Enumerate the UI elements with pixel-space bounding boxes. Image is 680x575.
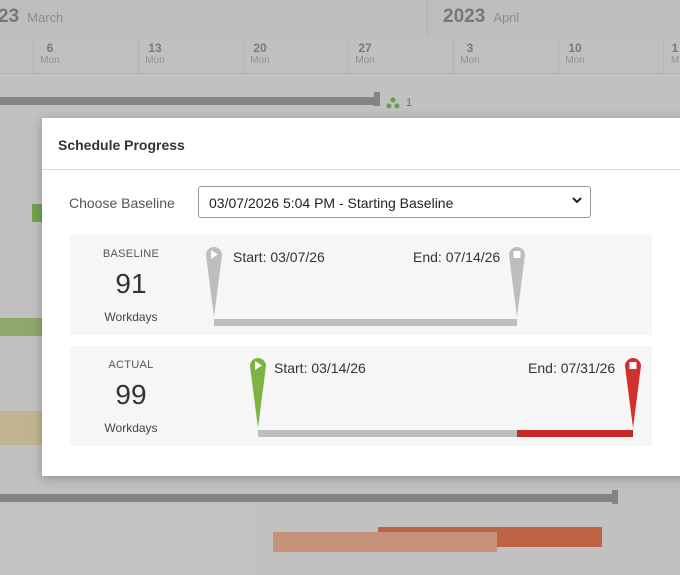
baseline-end-pin-icon [507, 245, 527, 321]
gantt-bar-end [612, 490, 618, 504]
baseline-workdays: 91 [115, 268, 147, 299]
modal-title: Schedule Progress [58, 137, 185, 153]
month-name: April [493, 10, 520, 25]
day-col: 10 Mon [565, 41, 585, 66]
baseline-title: BASELINE [102, 248, 160, 260]
month-name: March [27, 10, 64, 25]
chevron-down-icon [570, 193, 584, 207]
month-march: 23 March [0, 6, 63, 28]
gantt-bar[interactable] [0, 411, 44, 445]
actual-start-pin-icon [248, 356, 268, 432]
day-col: 6 Mon [40, 41, 60, 66]
baseline-select-value: 03/07/2026 5:04 PM - Starting Baseline [209, 195, 454, 211]
actual-title: ACTUAL [108, 359, 154, 371]
month-april: 2023 April [443, 6, 519, 28]
baseline-end-date: End: 07/14/26 [413, 249, 501, 265]
dependency-icon[interactable] [386, 96, 400, 109]
gantt-bar[interactable] [0, 494, 618, 502]
month-year: 23 [0, 6, 20, 27]
gantt-bar-end [374, 92, 380, 106]
actual-workdays: 99 [115, 379, 147, 410]
actual-workdays-unit: Workdays [104, 421, 158, 435]
divider [42, 169, 680, 170]
day-col: 20 Mon [250, 41, 270, 66]
baseline-select[interactable]: 03/07/2026 5:04 PM - Starting Baseline [198, 186, 591, 218]
actual-track-on-time [258, 430, 517, 437]
baseline-start-date: Start: 03/07/26 [233, 249, 325, 265]
schedule-progress-modal: Schedule Progress Choose Baseline 03/07/… [42, 118, 680, 476]
gantt-bar[interactable] [0, 318, 44, 336]
gantt-bar[interactable] [32, 204, 44, 222]
day-col: 3 Mon [460, 41, 480, 66]
actual-panel: ACTUAL 99 Workdays Start: 03/14/26 End: … [70, 346, 652, 446]
baseline-workdays-unit: Workdays [104, 310, 158, 324]
baseline-track [214, 319, 517, 326]
day-col: 27 Mon [355, 41, 375, 66]
gantt-bar[interactable] [273, 532, 497, 552]
actual-end-date: End: 07/31/26 [528, 360, 616, 376]
baseline-panel: BASELINE 91 Workdays Start: 03/07/26 End… [70, 235, 652, 335]
actual-end-pin-icon [623, 356, 643, 432]
day-col: 13 Mon [145, 41, 165, 66]
actual-start-date: Start: 03/14/26 [274, 360, 366, 376]
dependency-count: 1 [406, 97, 413, 109]
choose-baseline-label: Choose Baseline [69, 195, 175, 211]
month-year: 2023 [443, 6, 486, 27]
actual-track-overrun [517, 430, 633, 437]
gantt-bar[interactable] [0, 97, 378, 105]
month-header: 23 March 2023 April [0, 0, 680, 38]
baseline-start-pin-icon [204, 245, 224, 321]
